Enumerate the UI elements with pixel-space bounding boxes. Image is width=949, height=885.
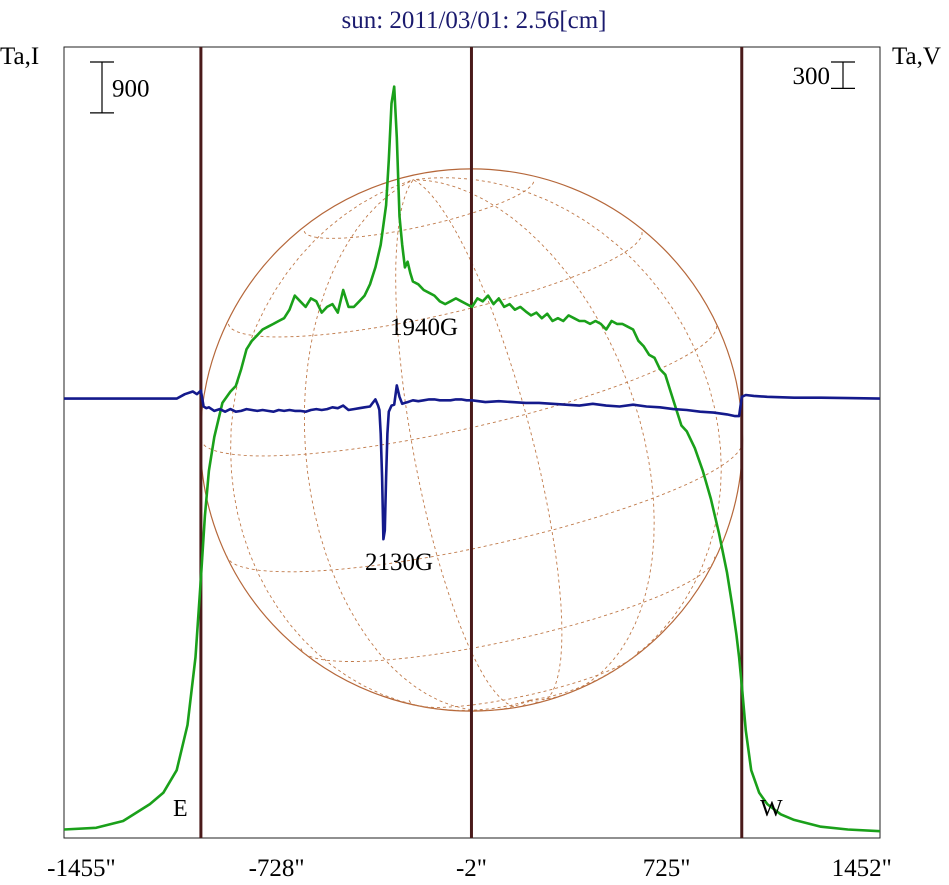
x-tick-label: -728" <box>249 855 305 882</box>
longitude-line <box>395 179 531 708</box>
latitude-line <box>300 556 716 662</box>
x-tick-label: -1455" <box>47 855 116 882</box>
vertical-markers <box>199 47 744 838</box>
left-axis-label: Ta,I <box>0 43 39 70</box>
scale-bars: 900 300 <box>90 61 855 114</box>
x-tick-label: -2" <box>456 855 487 882</box>
annotation-2130g: 2130G <box>365 549 433 576</box>
longitude-line <box>413 177 722 701</box>
latitude-line <box>200 324 717 457</box>
east-limb-label: E <box>173 796 188 822</box>
scale-bar-label: 300 <box>793 63 831 90</box>
latitude-line <box>226 440 743 573</box>
annotation-1940g: 1940G <box>390 314 458 341</box>
latitude-line <box>408 648 640 708</box>
x-tick-label: 1452" <box>832 855 892 882</box>
latitude-line <box>303 179 535 239</box>
right-axis-label: Ta,V <box>892 43 941 70</box>
longitude-line <box>413 179 655 701</box>
intensity-curve <box>63 85 881 833</box>
scale-bar-label: 900 <box>112 75 150 102</box>
x-tick-labels: -1455" -728" -2" 725" 1452" <box>47 855 892 882</box>
longitude-line <box>413 179 563 703</box>
longitude-line <box>230 179 530 711</box>
x-tick-label: 725" <box>643 855 691 882</box>
longitude-line <box>303 179 530 711</box>
chart-title: sun: 2011/03/01: 2.56[cm] <box>341 7 606 34</box>
west-limb-label: W <box>760 796 783 822</box>
polarization-curve <box>64 384 881 541</box>
